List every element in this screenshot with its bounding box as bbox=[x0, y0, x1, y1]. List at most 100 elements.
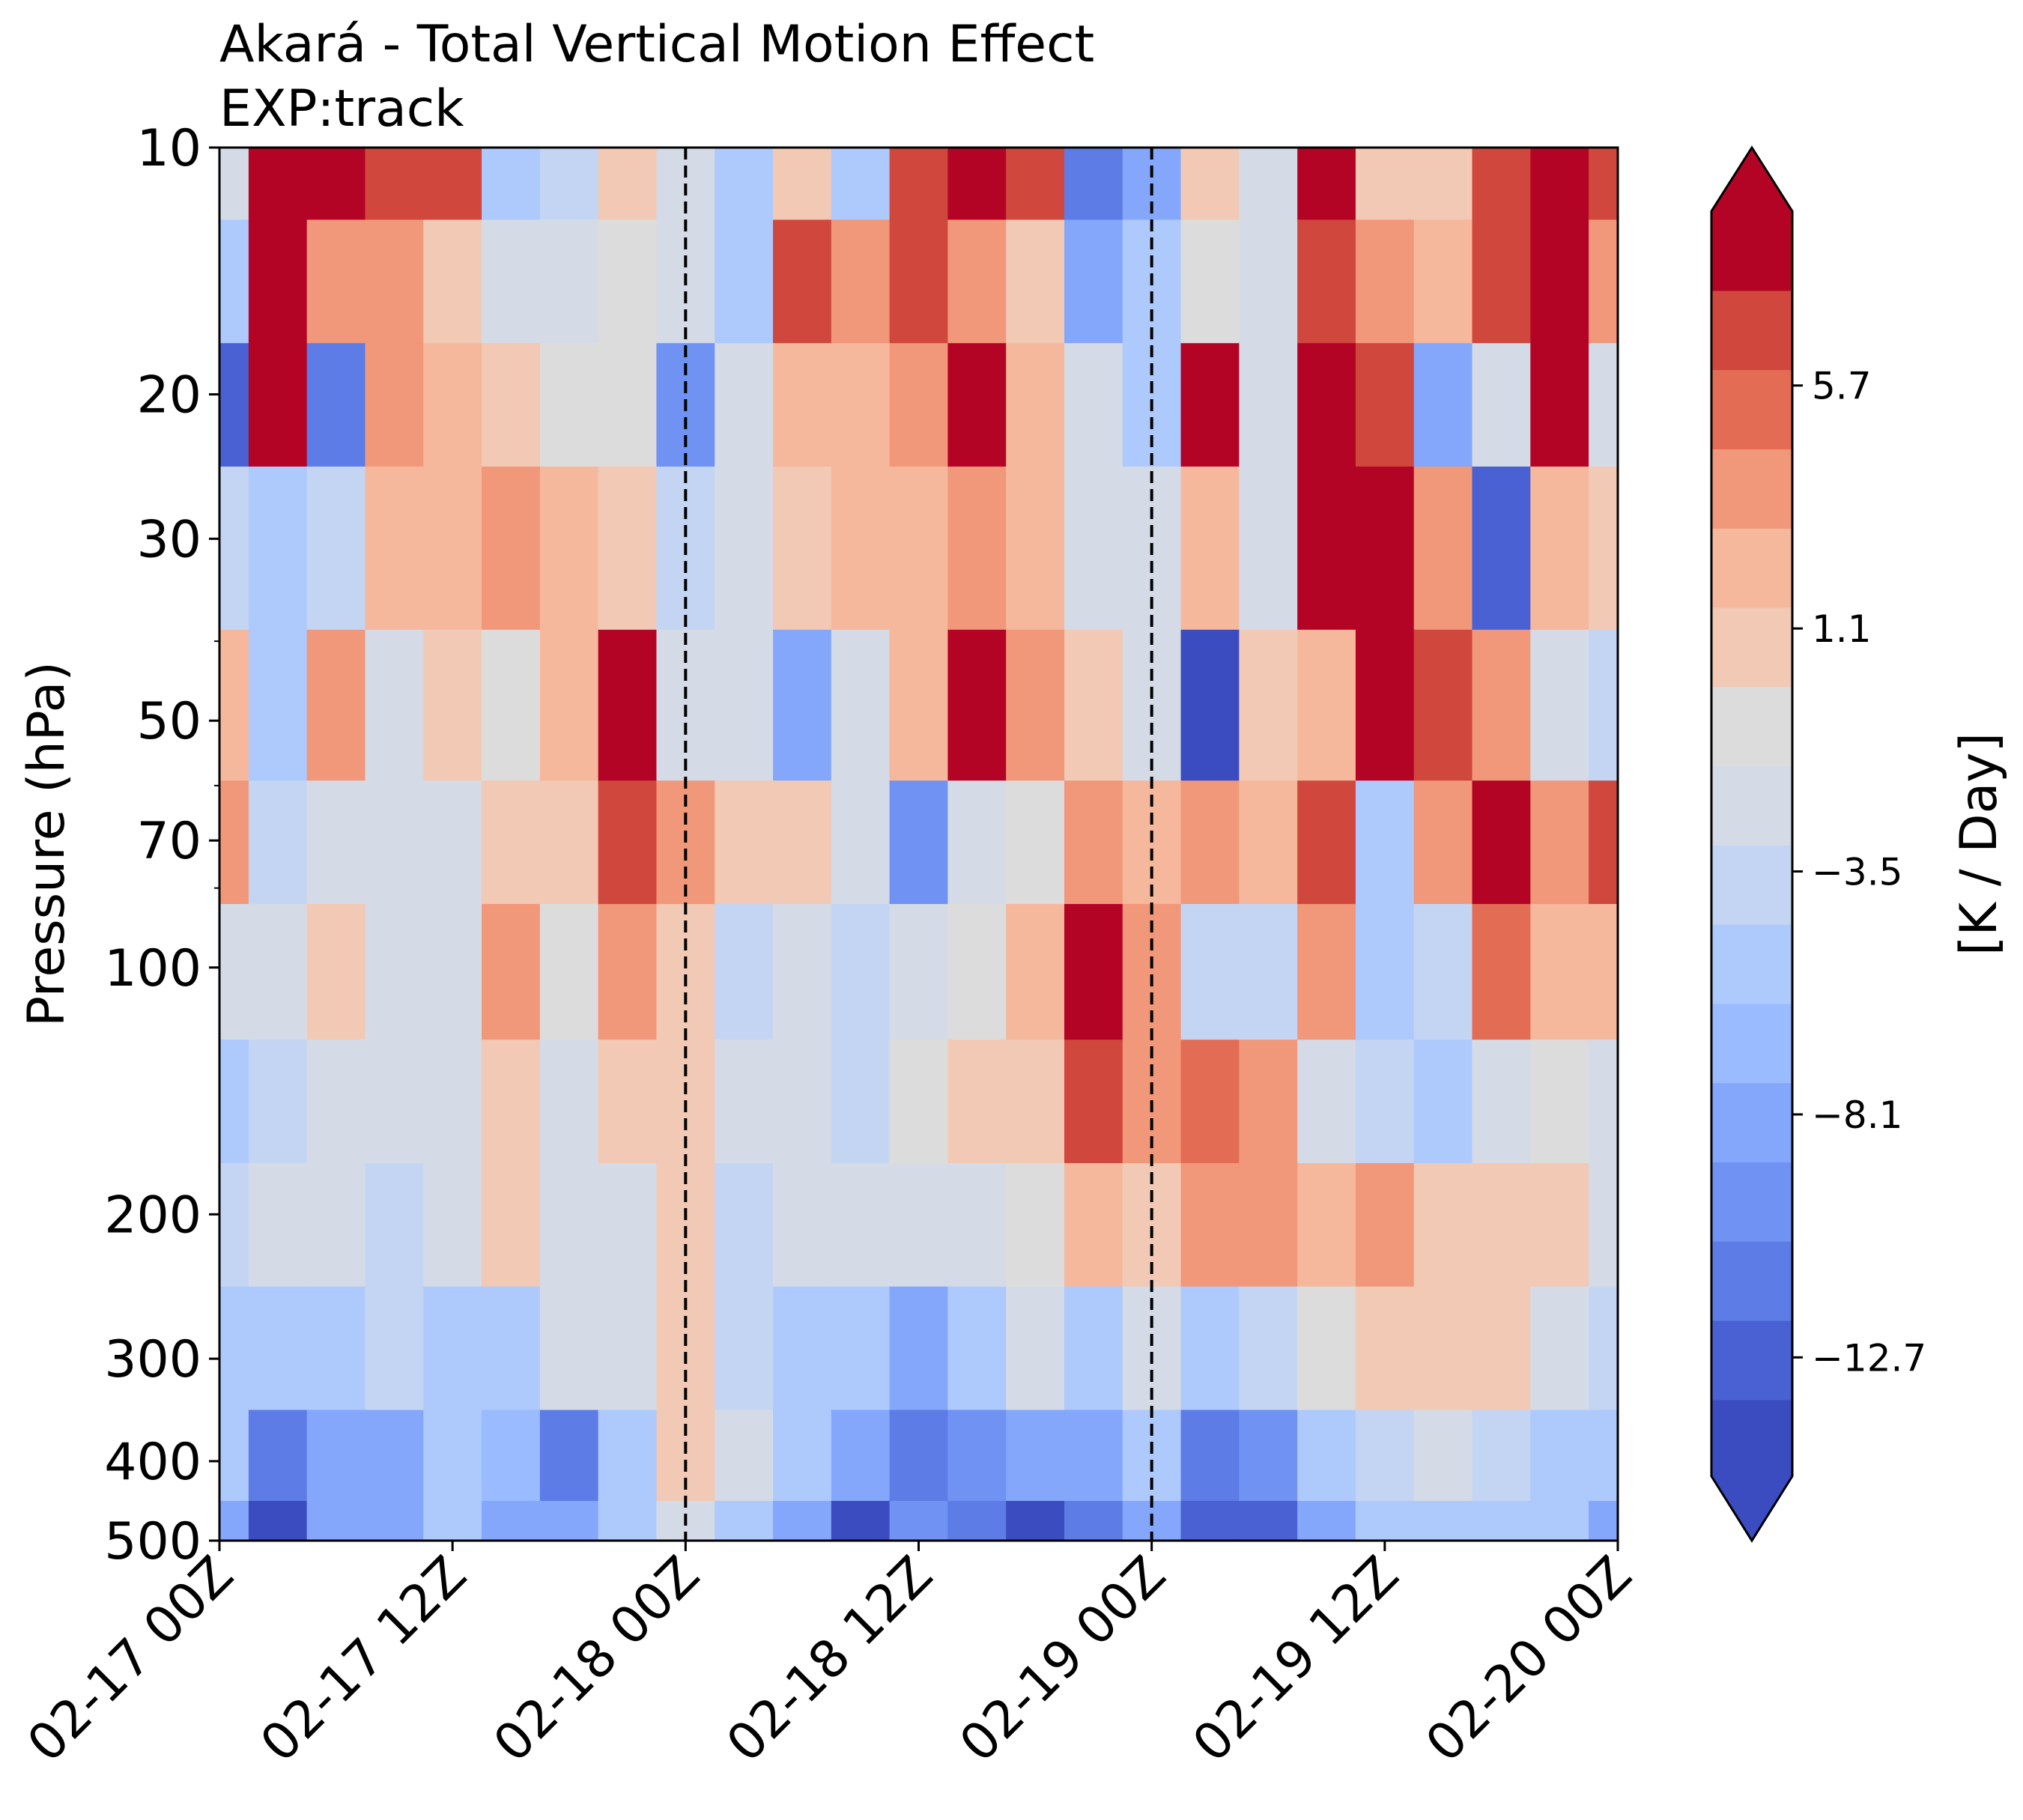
contour-cell bbox=[1472, 903, 1531, 1040]
contour-cell bbox=[598, 1500, 658, 1541]
contour-field bbox=[219, 148, 1618, 1541]
contour-cell bbox=[715, 466, 774, 631]
contour-cell bbox=[219, 1500, 249, 1541]
contour-cell bbox=[947, 903, 1007, 1040]
contour-cell bbox=[482, 148, 541, 220]
contour-cell bbox=[482, 1040, 541, 1164]
contour-cell bbox=[1180, 780, 1240, 905]
contour-cell bbox=[365, 343, 424, 467]
contour-cell bbox=[1180, 343, 1240, 467]
contour-cell bbox=[219, 780, 249, 905]
contour-cell bbox=[947, 219, 1007, 344]
contour-cell bbox=[1180, 903, 1240, 1040]
contour-cell bbox=[715, 1040, 774, 1164]
contour-cell bbox=[1589, 1040, 1618, 1164]
colorbar-band bbox=[1711, 369, 1792, 449]
contour-cell bbox=[248, 629, 308, 781]
contour-cell bbox=[1064, 148, 1123, 220]
contour-cell bbox=[1180, 219, 1240, 344]
contour-cell bbox=[306, 343, 366, 467]
contour-cell bbox=[598, 1410, 658, 1502]
contour-cell bbox=[1589, 903, 1618, 1040]
contour-cell bbox=[219, 466, 249, 631]
contour-cell bbox=[1180, 1040, 1240, 1164]
y-tick-label: 50 bbox=[136, 692, 201, 751]
contour-cell bbox=[1355, 1040, 1415, 1164]
contour-cell bbox=[482, 1286, 541, 1411]
contour-cell bbox=[715, 629, 774, 781]
contour-cell bbox=[1006, 148, 1065, 220]
contour-cell bbox=[539, 1162, 599, 1287]
contour-cell bbox=[1297, 1040, 1356, 1164]
contour-cell bbox=[219, 219, 249, 344]
colorbar-extend-min bbox=[1711, 1476, 1792, 1541]
contour-cell bbox=[889, 1040, 948, 1164]
contour-cell bbox=[889, 780, 948, 905]
contour-cell bbox=[365, 629, 424, 781]
contour-cell bbox=[1180, 629, 1240, 781]
y-tick-label: 500 bbox=[104, 1512, 201, 1571]
contour-cell bbox=[1472, 629, 1531, 781]
contour-cell bbox=[947, 466, 1007, 631]
contour-cell bbox=[365, 780, 424, 905]
contour-cell bbox=[306, 1040, 366, 1164]
contour-cell bbox=[947, 780, 1007, 905]
contour-cell bbox=[1355, 903, 1415, 1040]
contour-cell bbox=[539, 1040, 599, 1164]
contour-cell bbox=[1589, 780, 1618, 905]
contour-cell bbox=[248, 1286, 308, 1411]
contour-cell bbox=[482, 780, 541, 905]
contour-cell bbox=[1064, 219, 1123, 344]
colorbar-band bbox=[1711, 528, 1792, 608]
contour-cell bbox=[1297, 148, 1356, 220]
contour-cell bbox=[219, 1162, 249, 1287]
y-tick-label: 30 bbox=[136, 510, 201, 569]
colorbar-band bbox=[1711, 1320, 1792, 1401]
contour-cell bbox=[482, 1162, 541, 1287]
contour-cell bbox=[773, 1162, 832, 1287]
contour-cell bbox=[248, 780, 308, 905]
contour-cell bbox=[482, 1410, 541, 1502]
contour-cell bbox=[831, 629, 891, 781]
contour-cell bbox=[1413, 1410, 1473, 1502]
contour-cell bbox=[831, 1410, 891, 1502]
contour-cell bbox=[1472, 148, 1531, 220]
contour-cell bbox=[598, 219, 658, 344]
contour-cell bbox=[1006, 780, 1065, 905]
contour-cell bbox=[947, 1040, 1007, 1164]
contour-cell bbox=[1239, 148, 1298, 220]
contour-cell bbox=[1355, 1162, 1415, 1287]
contour-cell bbox=[773, 1500, 832, 1541]
contour-cell bbox=[539, 343, 599, 467]
contour-cell bbox=[1239, 219, 1298, 344]
contour-cell bbox=[1472, 343, 1531, 467]
plot-area bbox=[218, 146, 1619, 1542]
contour-cell bbox=[219, 148, 249, 220]
contour-cell bbox=[1472, 466, 1531, 631]
x-tick-label: 02-20 00Z bbox=[1415, 1545, 1643, 1774]
contour-cell bbox=[1530, 1286, 1589, 1411]
contour-cell bbox=[773, 780, 832, 905]
contour-cell bbox=[1006, 1162, 1065, 1287]
colorbar-band bbox=[1711, 449, 1792, 529]
contour-cell bbox=[306, 466, 366, 631]
contour-cell bbox=[539, 1286, 599, 1411]
contour-cell bbox=[248, 1500, 308, 1541]
contour-cell bbox=[365, 1040, 424, 1164]
contour-cell bbox=[306, 1162, 366, 1287]
contour-cell bbox=[889, 1286, 948, 1411]
contour-cell bbox=[1064, 1410, 1123, 1502]
contour-cell bbox=[482, 343, 541, 467]
contour-cell bbox=[306, 903, 366, 1040]
contour-cell bbox=[365, 903, 424, 1040]
contour-cell bbox=[1413, 780, 1473, 905]
contour-cell bbox=[773, 148, 832, 220]
contour-cell bbox=[423, 148, 482, 220]
contour-cell bbox=[1064, 903, 1123, 1040]
contour-cell bbox=[1589, 629, 1618, 781]
contour-cell bbox=[1239, 1500, 1298, 1541]
contour-cell bbox=[423, 903, 482, 1040]
contour-cell bbox=[715, 343, 774, 467]
contour-cell bbox=[1297, 343, 1356, 467]
